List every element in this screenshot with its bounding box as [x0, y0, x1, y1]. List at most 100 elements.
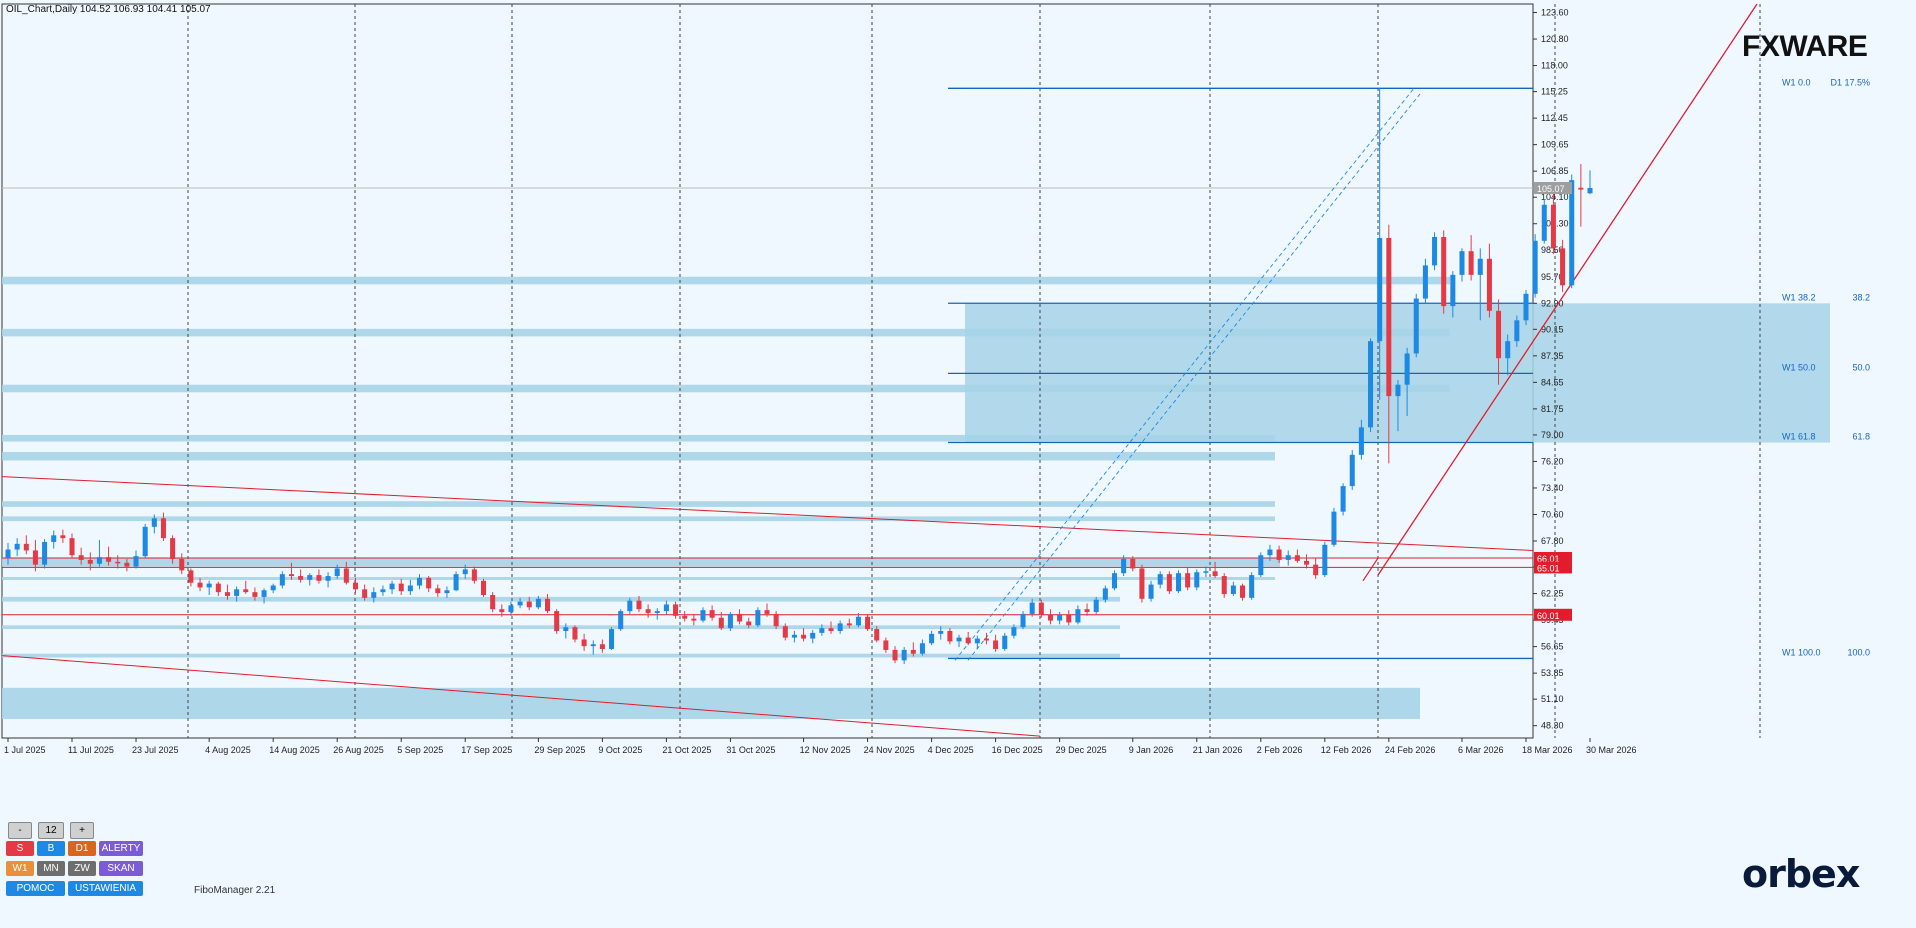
candle-body — [855, 616, 861, 626]
y-tick-label: 48.30 — [1541, 721, 1564, 731]
candle-body — [737, 613, 743, 622]
candle-body — [197, 582, 203, 588]
candle-body — [1459, 251, 1465, 275]
candle-body — [1349, 454, 1355, 487]
sell-button[interactable]: S — [6, 841, 34, 856]
x-tick-label: 30 Mar 2026 — [1586, 745, 1637, 755]
candle-body — [1011, 627, 1017, 636]
candle-body — [1047, 614, 1053, 621]
fxware-logo: FXWARE — [1742, 30, 1868, 63]
candle-body — [1020, 613, 1026, 628]
candle-body — [837, 623, 843, 631]
price-zone — [2, 501, 1275, 507]
candle-body — [270, 585, 276, 591]
alerts-button[interactable]: ALERTY — [99, 841, 143, 856]
y-tick-label: 104.10 — [1541, 192, 1569, 202]
candle-body — [1486, 258, 1492, 311]
candle-body — [590, 644, 596, 647]
price-label-box — [1534, 561, 1572, 574]
candle-body — [1386, 237, 1392, 397]
y-tick-label: 120.80 — [1541, 34, 1569, 44]
candle-body — [362, 589, 368, 598]
candle-body — [1404, 353, 1410, 385]
candle-body — [416, 577, 423, 586]
candle-body — [865, 616, 871, 630]
candle-body — [700, 610, 706, 621]
x-tick-label: 4 Dec 2025 — [928, 745, 974, 755]
candle-body — [480, 580, 487, 595]
y-tick-label: 67.80 — [1541, 536, 1564, 546]
candle-body — [307, 575, 313, 580]
candle-body — [96, 557, 102, 564]
decrease-button[interactable]: - — [8, 822, 32, 839]
candle-body — [645, 609, 651, 613]
candle-body — [581, 639, 587, 647]
fib-right-label: D1 17.5% — [1830, 77, 1870, 87]
candle-body — [1358, 427, 1364, 455]
settings-button[interactable]: USTAWIENIA — [68, 881, 143, 896]
y-tick-label: 76.20 — [1541, 456, 1564, 466]
candle-body — [252, 592, 258, 597]
increase-button[interactable]: + — [70, 822, 94, 839]
x-tick-label: 21 Jan 2026 — [1193, 745, 1243, 755]
candle-body — [947, 630, 953, 642]
mn-button[interactable]: MN — [37, 861, 65, 876]
help-button[interactable]: POMOC — [6, 881, 65, 896]
candle-body — [654, 611, 660, 613]
candle-body — [956, 637, 962, 642]
candle-body — [892, 649, 898, 661]
candle-body — [910, 649, 916, 654]
candle-body — [206, 583, 212, 588]
candle-body — [563, 627, 569, 631]
candle-body — [426, 577, 432, 589]
w1-button[interactable]: W1 — [6, 861, 34, 876]
x-tick-label: 18 Mar 2026 — [1522, 745, 1573, 755]
price-zone — [2, 625, 1120, 630]
candle-body — [1313, 564, 1319, 576]
y-tick-label: 95.70 — [1541, 272, 1564, 282]
candle-body — [791, 634, 797, 638]
price-zone — [2, 653, 1120, 658]
zw-button[interactable]: ZW — [68, 861, 96, 876]
fib-right-label: 38.2 — [1852, 292, 1870, 302]
scan-button[interactable]: SKAN — [99, 861, 143, 876]
d1-button[interactable]: D1 — [68, 841, 96, 856]
candle-body — [1075, 609, 1081, 623]
y-tick-label: 81.75 — [1541, 404, 1564, 414]
y-tick-label: 53.85 — [1541, 668, 1564, 678]
price-zone — [2, 576, 1275, 580]
value-field[interactable]: 12 — [38, 822, 64, 839]
y-tick-label: 109.65 — [1541, 140, 1569, 150]
candle-body — [535, 598, 541, 608]
candle-body — [1038, 602, 1044, 615]
candle-body — [764, 610, 770, 614]
candle-body — [179, 558, 185, 571]
x-tick-label: 4 Aug 2025 — [205, 745, 251, 755]
y-tick-label: 62.25 — [1541, 589, 1564, 599]
candle-body — [1239, 585, 1246, 598]
candle-body — [78, 555, 84, 560]
candle-body — [1221, 576, 1227, 595]
candle-body — [453, 574, 459, 591]
candle-body — [87, 559, 93, 564]
candle-body — [1130, 558, 1136, 569]
candle-body — [1175, 573, 1182, 592]
buy-button[interactable]: B — [37, 841, 65, 856]
candle-body — [215, 583, 221, 593]
candle-body — [160, 518, 166, 539]
trend-line — [1362, 557, 1379, 582]
trend-line — [1, 655, 1041, 737]
x-tick-label: 21 Oct 2025 — [662, 745, 711, 755]
candle-body — [1002, 635, 1008, 649]
candle-body — [974, 638, 980, 644]
x-tick-label: 16 Dec 2025 — [992, 745, 1043, 755]
candle-body — [1496, 310, 1502, 359]
orbex-logo: orbex — [1742, 852, 1860, 896]
candle-body — [1532, 240, 1538, 294]
candle-body — [1249, 575, 1255, 598]
candle-body — [380, 589, 386, 593]
candle-body — [1432, 236, 1438, 266]
candle-body — [407, 585, 413, 592]
candle-body — [124, 562, 130, 567]
